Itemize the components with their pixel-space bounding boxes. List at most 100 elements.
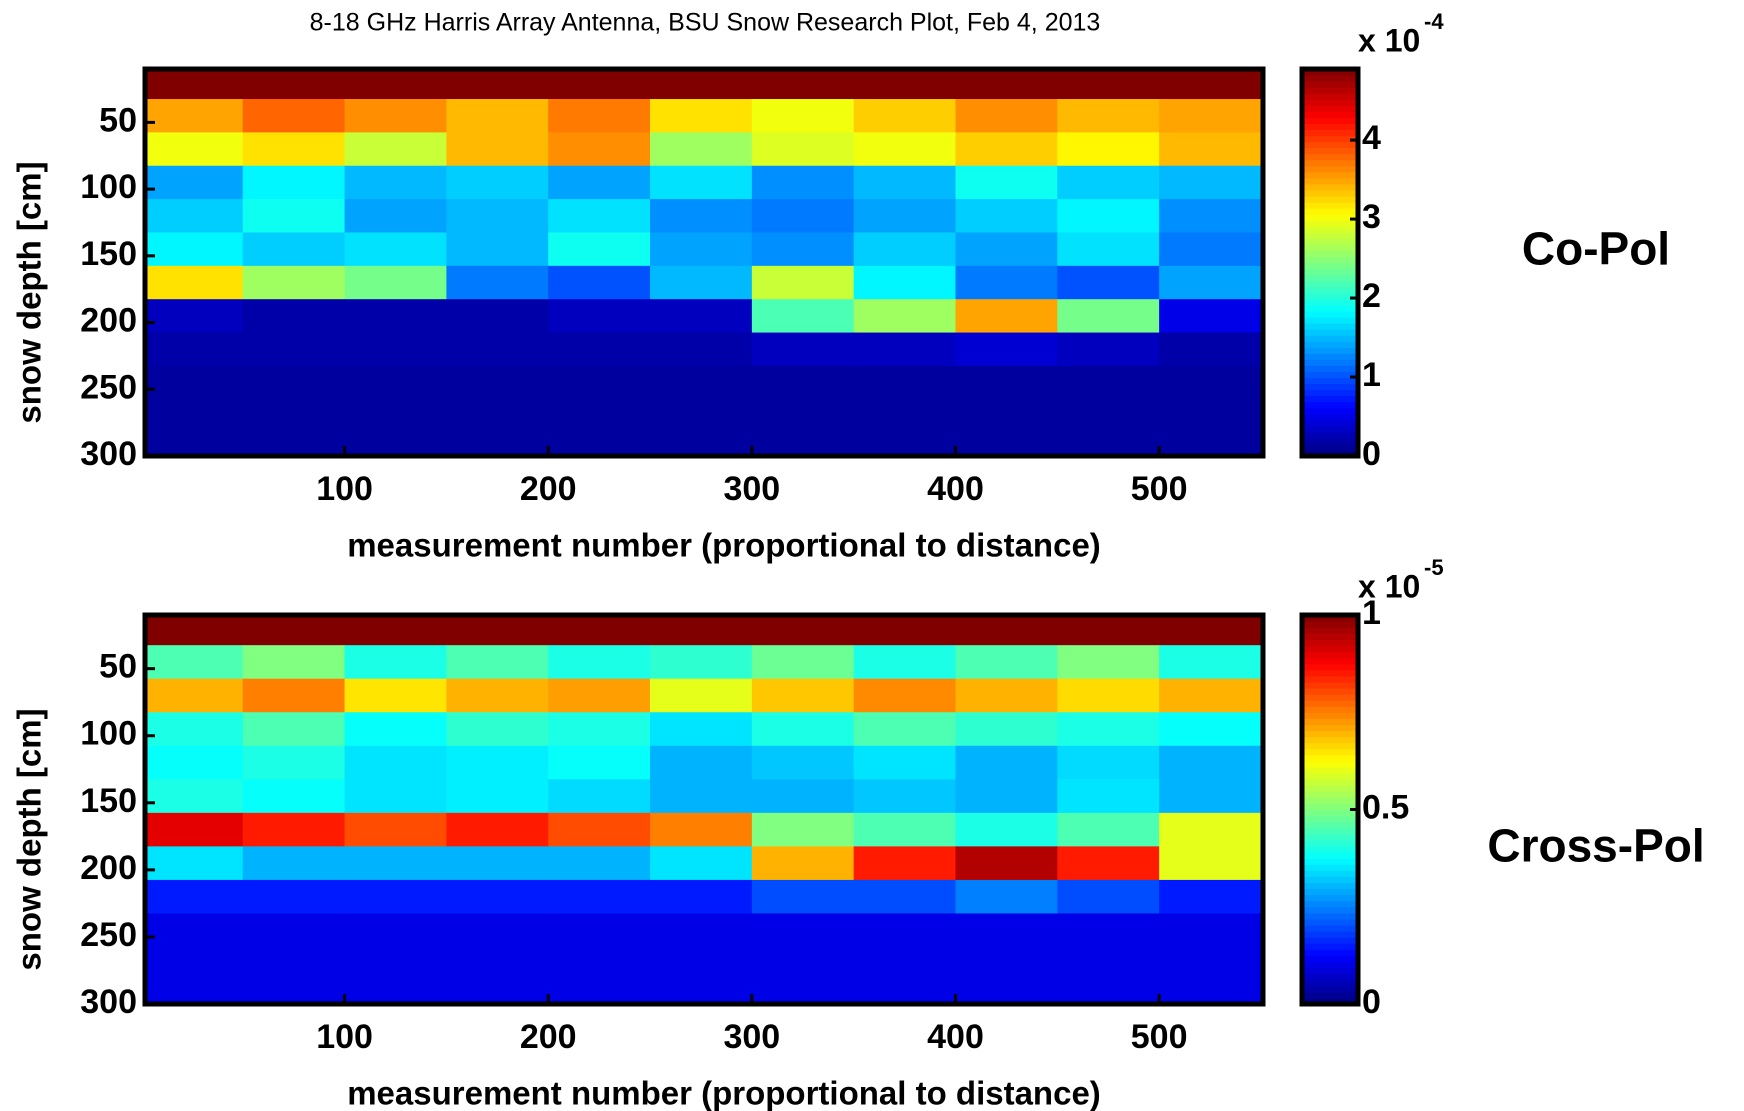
heat-cell bbox=[650, 913, 753, 948]
colorbar-step bbox=[1302, 177, 1358, 185]
colorbar-step bbox=[1302, 949, 1358, 956]
colorbar-step bbox=[1302, 997, 1358, 1005]
heat-cell bbox=[751, 299, 855, 334]
colorbar-step bbox=[1302, 651, 1358, 659]
heat-cell bbox=[145, 432, 244, 456]
heat-cell bbox=[344, 199, 447, 233]
colorbar-step bbox=[1302, 955, 1358, 963]
heat-cell bbox=[955, 812, 1058, 847]
colorbar-step bbox=[1302, 742, 1358, 750]
heat-cell bbox=[1159, 712, 1262, 747]
y-tick-label: 50 bbox=[99, 648, 137, 686]
heat-cell bbox=[242, 745, 346, 780]
heat-cell bbox=[242, 165, 346, 200]
heat-cell bbox=[751, 946, 855, 982]
heat-cell bbox=[145, 365, 244, 400]
colorbar-step bbox=[1302, 135, 1358, 143]
colorbar-step bbox=[1302, 669, 1358, 677]
colorbar-step bbox=[1302, 250, 1358, 258]
heat-cell bbox=[344, 132, 447, 167]
heat-cell bbox=[1057, 132, 1160, 167]
heat-cell bbox=[853, 678, 956, 713]
colorbar-step bbox=[1302, 208, 1358, 215]
colorbar-step bbox=[1302, 809, 1358, 817]
x-tick-label: 500 bbox=[1131, 470, 1188, 508]
colorbar-step bbox=[1302, 639, 1358, 646]
heat-cell bbox=[1057, 365, 1160, 400]
y-tick-label: 250 bbox=[80, 368, 137, 406]
heat-cell bbox=[145, 812, 244, 847]
colorbar-step bbox=[1302, 852, 1358, 859]
colorbar-step bbox=[1302, 298, 1358, 306]
heat-cell bbox=[955, 980, 1058, 1004]
heat-cell bbox=[1159, 399, 1262, 434]
heat-cell bbox=[548, 678, 651, 713]
heat-cell bbox=[853, 165, 956, 200]
heat-cell bbox=[853, 199, 956, 233]
heat-cell bbox=[145, 299, 244, 334]
heat-cell bbox=[1159, 99, 1262, 133]
heat-cell bbox=[853, 69, 956, 100]
colorbar-step bbox=[1302, 292, 1358, 300]
heat-cell bbox=[446, 615, 549, 646]
heat-cell bbox=[1057, 299, 1160, 334]
colorbar-step bbox=[1302, 93, 1358, 100]
heat-cell bbox=[242, 132, 346, 167]
heat-cell bbox=[242, 432, 346, 456]
x-axis-label: measurement number (proportional to dist… bbox=[347, 1075, 1101, 1111]
colorbar-step bbox=[1302, 274, 1358, 282]
heat-cell bbox=[650, 265, 753, 300]
heat-cell bbox=[650, 812, 753, 847]
colorbar-step bbox=[1302, 425, 1358, 433]
heat-cell bbox=[751, 99, 855, 133]
heat-cell bbox=[955, 913, 1058, 948]
heat-cell bbox=[242, 232, 346, 267]
heat-cell bbox=[548, 165, 651, 200]
y-tick-label: 200 bbox=[80, 302, 137, 340]
heat-cell bbox=[650, 779, 753, 814]
colorbar-step bbox=[1302, 724, 1358, 732]
heat-cell bbox=[650, 332, 753, 367]
colorbar-step bbox=[1302, 931, 1358, 938]
heat-cell bbox=[1057, 980, 1160, 1004]
colorbar-exponent: -4 bbox=[1424, 9, 1444, 34]
colorbar-tick-label: 0 bbox=[1362, 983, 1381, 1021]
y-tick-label: 50 bbox=[99, 101, 137, 139]
y-tick-label: 300 bbox=[80, 435, 137, 473]
heat-cell bbox=[650, 645, 753, 680]
colorbar-step bbox=[1302, 870, 1358, 877]
y-axis-label: snow depth [cm] bbox=[11, 708, 48, 970]
heat-cell bbox=[751, 980, 855, 1004]
heat-cell bbox=[344, 365, 447, 400]
colorbar-step bbox=[1302, 383, 1358, 391]
heat-cell bbox=[955, 846, 1058, 881]
heat-cell bbox=[548, 946, 651, 982]
heat-cell bbox=[446, 265, 549, 300]
colorbar-step bbox=[1302, 377, 1358, 385]
colorbar-tick-label: 1 bbox=[1362, 594, 1381, 632]
heat-cell bbox=[650, 199, 753, 233]
heat-cell bbox=[853, 332, 956, 367]
colorbar-step bbox=[1302, 845, 1358, 853]
heat-cell bbox=[548, 846, 651, 881]
colorbar-step bbox=[1302, 129, 1358, 137]
colorbar-label: x 10 bbox=[1358, 22, 1420, 58]
heat-cell bbox=[650, 712, 753, 747]
heat-cell bbox=[1057, 846, 1160, 881]
colorbar-step bbox=[1302, 347, 1358, 354]
heat-cell bbox=[955, 365, 1058, 400]
heat-cell bbox=[1057, 645, 1160, 680]
heat-cell bbox=[955, 745, 1058, 780]
heat-cell bbox=[1057, 615, 1160, 646]
heat-cell bbox=[548, 779, 651, 814]
heat-cell bbox=[344, 615, 447, 646]
colorbar-step bbox=[1302, 773, 1358, 780]
colorbar-step bbox=[1302, 232, 1358, 239]
heat-cell bbox=[145, 846, 244, 881]
heat-cell bbox=[751, 399, 855, 434]
x-tick-label: 300 bbox=[723, 470, 780, 508]
colorbar-step bbox=[1302, 280, 1358, 288]
y-tick-label: 100 bbox=[80, 168, 137, 206]
heat-cell bbox=[955, 879, 1058, 914]
colorbar-step bbox=[1302, 371, 1358, 378]
